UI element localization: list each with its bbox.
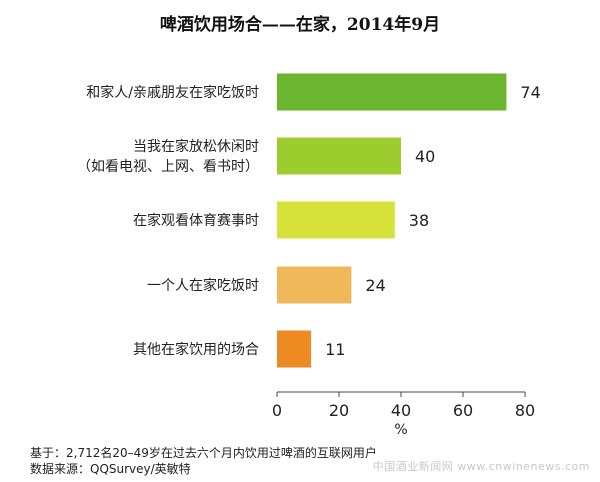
category-label-1: 和家人/亲戚朋友在家吃饭时 bbox=[86, 84, 259, 101]
bar-5 bbox=[277, 330, 312, 368]
x-tick-label-40: 40 bbox=[391, 401, 411, 420]
x-tick-label-60: 60 bbox=[453, 401, 473, 420]
watermark-text: 中国酒业新闻网 www.cnwinenews.com bbox=[372, 460, 590, 473]
x-axis-ticks: 0 20 40 60 80 bbox=[272, 392, 535, 420]
category-label-5: 其他在家饮用的场合 bbox=[133, 341, 259, 358]
value-label-4: 24 bbox=[365, 276, 385, 295]
category-label-4: 一个人在家吃饭时 bbox=[147, 277, 259, 294]
footer-base-note: 基于：2,712名20–49岁在过去六个月内饮用过啤酒的互联网用户 bbox=[30, 446, 377, 460]
category-label-3: 在家观看体育赛事时 bbox=[133, 212, 259, 229]
chart-title: 啤酒饮用场合——在家，2014年9月 bbox=[159, 15, 441, 35]
category-label-2-line-1: 当我在家放松休闲时 bbox=[133, 138, 259, 155]
x-tick-label-20: 20 bbox=[329, 401, 349, 420]
value-label-5: 11 bbox=[325, 340, 345, 359]
footer-source-note: 数据来源：QQSurvey/英敏特 bbox=[30, 462, 191, 476]
bar-3 bbox=[277, 201, 395, 239]
x-tick-label-80: 80 bbox=[515, 401, 535, 420]
value-label-3: 38 bbox=[409, 211, 429, 230]
bar-4 bbox=[277, 266, 352, 304]
category-label-2-line-2: （如看电视、上网、看书时） bbox=[77, 159, 259, 175]
value-labels: 74 40 38 24 11 bbox=[325, 83, 541, 359]
value-label-1: 74 bbox=[520, 83, 540, 102]
x-axis-label: % bbox=[394, 422, 407, 438]
bars-group bbox=[277, 73, 507, 368]
value-label-2: 40 bbox=[415, 147, 435, 166]
bar-2 bbox=[277, 137, 401, 175]
bar-1 bbox=[277, 73, 507, 111]
x-tick-label-0: 0 bbox=[272, 401, 282, 420]
